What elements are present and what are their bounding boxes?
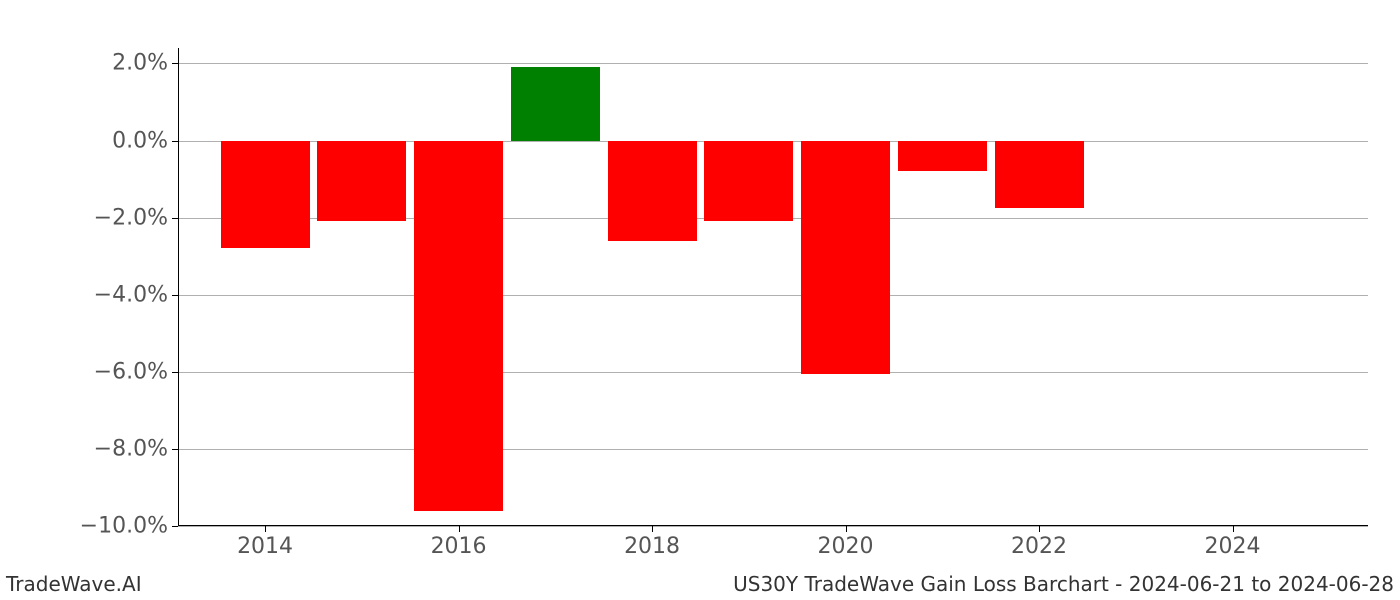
y-tick-label: −2.0% — [94, 205, 178, 230]
y-tick-label: −8.0% — [94, 436, 178, 461]
y-tick-label: 0.0% — [112, 128, 178, 153]
x-tick-label: 2024 — [1205, 526, 1261, 559]
y-tick-label: −4.0% — [94, 282, 178, 307]
x-tick-label: 2016 — [431, 526, 487, 559]
bar — [801, 141, 890, 374]
bar — [608, 141, 697, 241]
bar — [511, 67, 600, 140]
x-tick-label: 2020 — [818, 526, 874, 559]
bar — [317, 141, 406, 222]
x-axis-line — [178, 525, 1368, 526]
footer-left-text: TradeWave.AI — [6, 572, 142, 596]
bar — [414, 141, 503, 511]
chart-stage: −10.0% −8.0% −6.0% −4.0% −2.0% 0.0% 2.0% 2014 20… — [0, 0, 1400, 600]
footer-right-text: US30Y TradeWave Gain Loss Barchart - 202… — [733, 572, 1394, 596]
gridline — [178, 372, 1368, 373]
y-axis-line — [178, 48, 179, 526]
bar — [898, 141, 987, 172]
gridline — [178, 526, 1368, 527]
y-tick-label: −6.0% — [94, 359, 178, 384]
bar — [995, 141, 1084, 208]
x-tick-label: 2014 — [237, 526, 293, 559]
plot-area: −10.0%−8.0%−6.0%−4.0%−2.0%0.0%2.0%201420… — [178, 48, 1368, 526]
bar — [221, 141, 310, 249]
y-tick-label: −10.0% — [80, 514, 178, 539]
x-tick-label: 2018 — [624, 526, 680, 559]
bar — [704, 141, 793, 222]
gridline — [178, 449, 1368, 450]
x-tick-label: 2022 — [1011, 526, 1067, 559]
y-tick-label: 2.0% — [112, 51, 178, 76]
gridline — [178, 63, 1368, 64]
gridline — [178, 295, 1368, 296]
